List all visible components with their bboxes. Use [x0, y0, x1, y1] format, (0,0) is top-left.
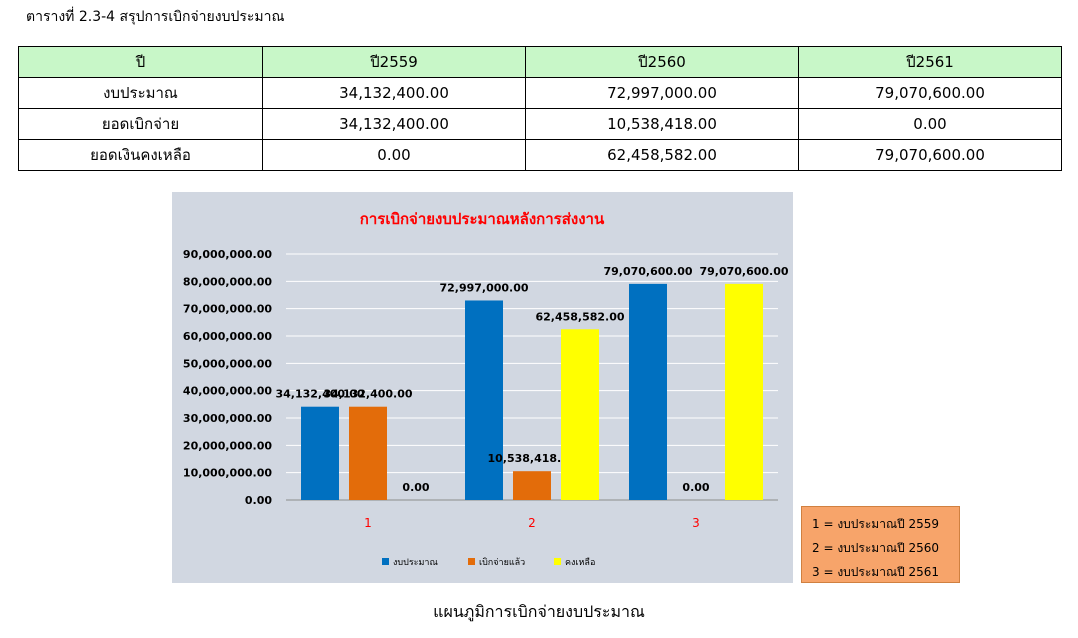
y-tick-label: 90,000,000.00: [183, 248, 272, 261]
category-key-box: 1 = งบประมาณปี 2559 2 = งบประมาณปี 2560 …: [801, 506, 960, 583]
column-header-2560: ปี2560: [525, 46, 799, 78]
category-key-item: 1 = งบประมาณปี 2559: [812, 517, 940, 531]
table-cell: 0.00: [262, 139, 526, 171]
bar: [629, 283, 667, 500]
x-tick-label: 3: [692, 516, 700, 530]
legend-label: เบิกจ่ายแล้ว: [479, 557, 525, 568]
data-label: 34,132,400.00: [323, 388, 412, 401]
column-header-year: ปี: [18, 46, 263, 78]
row-label: งบประมาณ: [18, 77, 263, 109]
chart-panel: การเบิกจ่ายงบประมาณหลังการส่งงาน 0.00 10,0…: [172, 192, 793, 583]
legend-label: คงเหลือ: [565, 557, 595, 568]
bar: [561, 329, 599, 500]
table-cell: 62,458,582.00: [525, 139, 799, 171]
data-label: 72,997,000.00: [439, 281, 528, 294]
column-header-2559: ปี2559: [262, 46, 526, 78]
data-label: 79,070,600.00: [603, 265, 692, 278]
legend-swatch: [382, 558, 389, 565]
y-tick-label: 40,000,000.00: [183, 385, 272, 398]
bar: [465, 300, 503, 500]
x-tick-label: 2: [528, 516, 536, 530]
table-caption: ตารางที่ 2.3-4 สรุปการเบิกจ่ายงบประมาณ: [26, 9, 285, 25]
table-cell: 34,132,400.00: [262, 108, 526, 140]
column-header-2561: ปี2561: [798, 46, 1062, 78]
table-cell: 72,997,000.00: [525, 77, 799, 109]
legend-swatch: [554, 558, 561, 565]
category-key-item: 3 = งบประมาณปี 2561: [812, 565, 940, 579]
bar: [725, 283, 763, 500]
data-label: 34,132,400.00: [275, 388, 364, 401]
y-tick-label: 10,000,000.00: [183, 467, 272, 480]
bar: [349, 406, 387, 500]
chart-caption: แผนภูมิการเบิกจ่ายงบประมาณ: [433, 602, 645, 621]
table-row: ยอดเงินคงเหลือ 0.00 62,458,582.00 79,070…: [18, 139, 1062, 171]
table-cell: 79,070,600.00: [798, 139, 1062, 171]
table-cell: 79,070,600.00: [798, 77, 1062, 109]
y-tick-label: 80,000,000.00: [183, 275, 272, 288]
category-key-item: 2 = งบประมาณปี 2560: [812, 541, 940, 555]
y-tick-label: 50,000,000.00: [183, 357, 272, 370]
budget-summary-table: ปี ปี2559 ปี2560 ปี2561 งบประมาณ 34,132,…: [18, 46, 1062, 171]
y-tick-label: 0.00: [245, 494, 272, 507]
y-tick-label: 30,000,000.00: [183, 412, 272, 425]
row-label: ยอดเงินคงเหลือ: [18, 139, 263, 171]
legend-swatch: [468, 558, 475, 565]
bar-chart: การเบิกจ่ายงบประมาณหลังการส่งงาน 0.00 10,0…: [183, 210, 789, 568]
table-cell: 0.00: [798, 108, 1062, 140]
table-cell: 34,132,400.00: [262, 77, 526, 109]
table-row: ยอดเบิกจ่าย 34,132,400.00 10,538,418.00 …: [18, 108, 1062, 140]
table-row: งบประมาณ 34,132,400.00 72,997,000.00 79,…: [18, 77, 1062, 109]
y-tick-label: 20,000,000.00: [183, 439, 272, 452]
y-tick-label: 60,000,000.00: [183, 330, 272, 343]
data-label: 10,538,418.00: [487, 452, 576, 465]
data-label: 62,458,582.00: [535, 310, 624, 323]
data-label: 79,070,600.00: [699, 265, 788, 278]
data-label: 0.00: [402, 481, 429, 494]
y-tick-label: 70,000,000.00: [183, 303, 272, 316]
bar: [513, 471, 551, 500]
table-cell: 10,538,418.00: [525, 108, 799, 140]
legend-label: งบประมาณ: [393, 558, 438, 568]
table-header-row: ปี ปี2559 ปี2560 ปี2561: [18, 46, 1062, 78]
data-label: 0.00: [682, 481, 709, 494]
bar: [301, 406, 339, 500]
row-label: ยอดเบิกจ่าย: [18, 108, 263, 140]
x-tick-label: 1: [364, 516, 372, 530]
chart-title: การเบิกจ่ายงบประมาณหลังการส่งงาน: [360, 210, 605, 228]
